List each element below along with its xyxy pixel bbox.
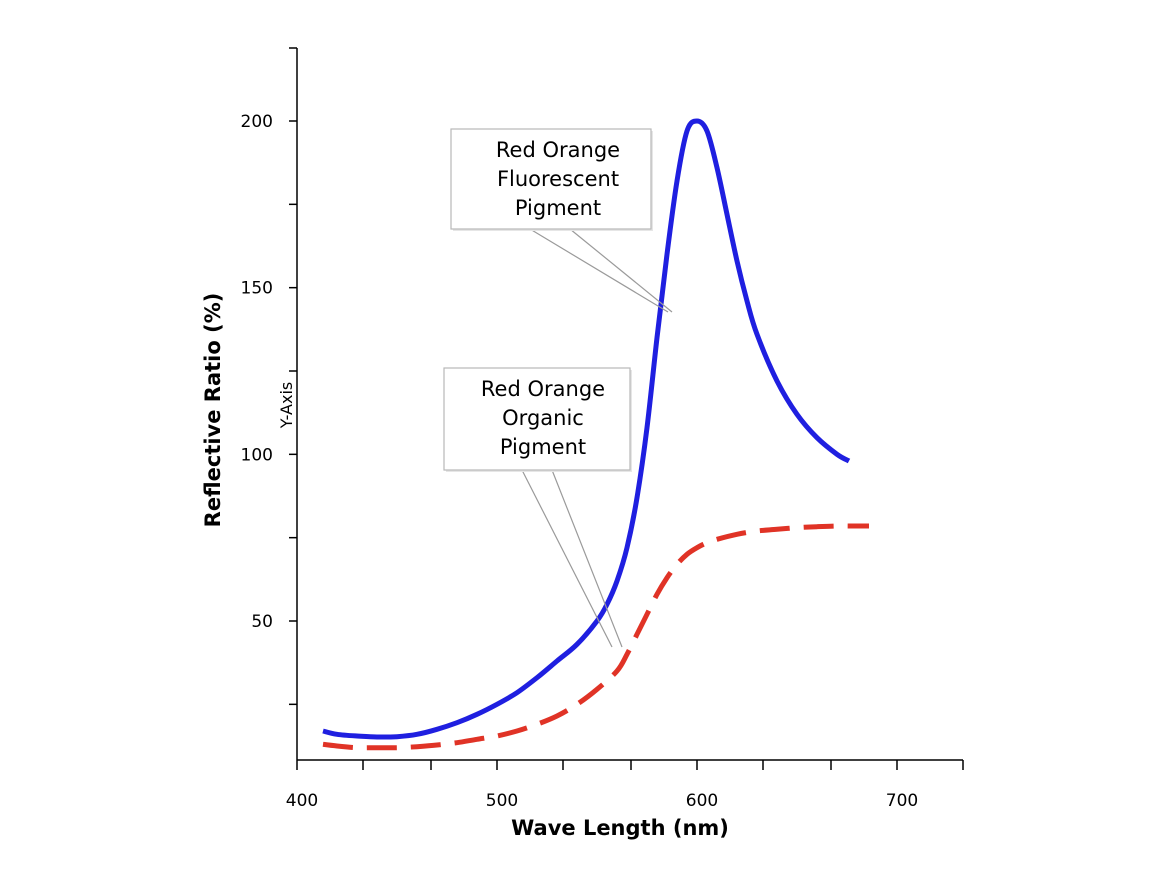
y-tick-label: 50 bbox=[251, 612, 273, 632]
x-tick-label: 600 bbox=[686, 791, 718, 811]
callout-leader-line bbox=[551, 469, 623, 648]
callout-leader-line bbox=[529, 228, 669, 313]
x-axis-title: Wave Length (nm) bbox=[511, 816, 729, 840]
callout-leader-line bbox=[569, 228, 673, 313]
callout-text-line: Pigment bbox=[500, 435, 586, 459]
y-axis-title: Reflective Ratio (%) bbox=[201, 293, 225, 528]
callout-text-line: Pigment bbox=[515, 196, 601, 220]
callout-text-line: Red Orange bbox=[496, 138, 620, 162]
axes-layer: 50 100 150 200 400 500 600 700 bbox=[241, 47, 964, 811]
y-tick-label: 100 bbox=[241, 445, 273, 465]
callout-box bbox=[450, 128, 652, 230]
callout-fluorescent: Red Orange Fluorescent Pigment bbox=[450, 128, 673, 313]
y-axis-tag: Y-Axis bbox=[277, 382, 296, 430]
x-tick-label: 700 bbox=[886, 791, 918, 811]
callout-leader-line bbox=[521, 469, 613, 648]
series-line-organic bbox=[322, 523, 869, 751]
y-tick-label: 200 bbox=[241, 112, 273, 132]
y-tick-label: 150 bbox=[241, 279, 273, 299]
callout-layer: Red Orange Fluorescent Pigment Red Orange Or… bbox=[443, 128, 673, 648]
callout-organic: Red Orange Organic Pigment bbox=[443, 367, 632, 648]
callout-text-line: Organic bbox=[502, 406, 584, 430]
series-layer bbox=[322, 118, 869, 751]
x-tick-label: 400 bbox=[286, 791, 318, 811]
x-tick-label: 500 bbox=[486, 791, 518, 811]
callout-box bbox=[443, 367, 631, 471]
series-line-fluorescent bbox=[322, 118, 851, 740]
callout-text-line: Red Orange bbox=[481, 377, 605, 401]
callout-text-line: Fluorescent bbox=[497, 167, 619, 191]
